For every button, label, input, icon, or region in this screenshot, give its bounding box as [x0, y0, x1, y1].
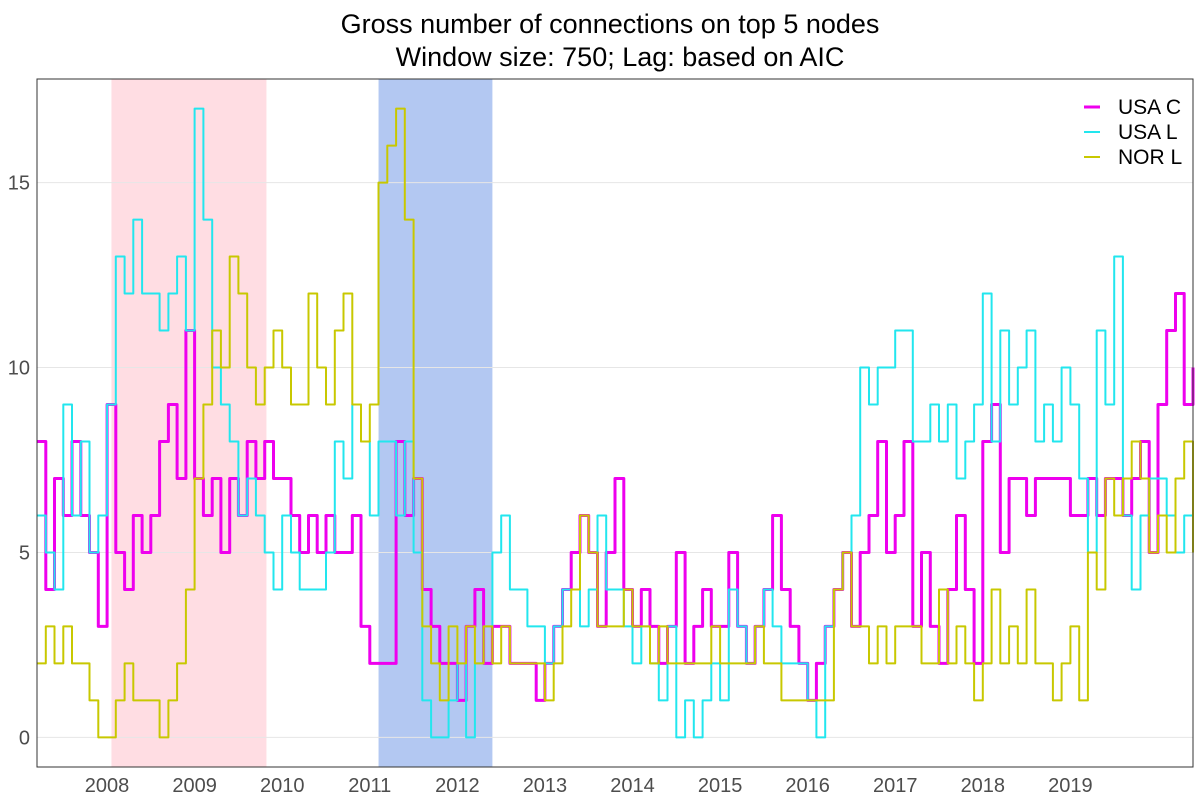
x-tick-label: 2019 — [1048, 775, 1093, 797]
x-tick-label: 2012 — [435, 775, 480, 797]
chart-subtitle: Window size: 750; Lag: based on AIC — [396, 42, 845, 72]
series-lines — [37, 107, 1195, 739]
legend-label-usa-l: USA L — [1118, 121, 1178, 144]
x-tick-label: 2014 — [610, 775, 655, 797]
shaded-periods — [111, 79, 493, 767]
x-tick-label: 2016 — [785, 775, 830, 797]
chart-title: Gross number of connections on top 5 nod… — [341, 9, 880, 39]
x-tick-label: 2017 — [873, 775, 918, 797]
plot-border — [36, 78, 1194, 768]
y-tick-label: 5 — [19, 542, 30, 564]
x-tick-label: 2009 — [172, 775, 217, 797]
axes: 0 5 10 15 2008 2009 2010 2011 2012 2013 2014 2015 20… — [8, 173, 1093, 797]
y-tick-label: 0 — [19, 727, 30, 749]
x-tick-label: 2011 — [348, 775, 391, 797]
y-tick-label: 10 — [8, 358, 30, 380]
legend-label-nor-l: NOR L — [1118, 146, 1182, 169]
x-tick-label: 2015 — [698, 775, 743, 797]
legend-label-usa-c: USA C — [1118, 96, 1181, 119]
y-tick-label: 15 — [8, 173, 30, 195]
x-tick-label: 2008 — [85, 775, 130, 797]
x-tick-label: 2013 — [523, 775, 568, 797]
shaded-period-1 — [111, 79, 267, 767]
series-line-usa-c — [37, 292, 1195, 702]
x-tick-label: 2010 — [260, 775, 305, 797]
x-tick-label: 2018 — [961, 775, 1006, 797]
series-line-nor-l — [37, 107, 1194, 739]
